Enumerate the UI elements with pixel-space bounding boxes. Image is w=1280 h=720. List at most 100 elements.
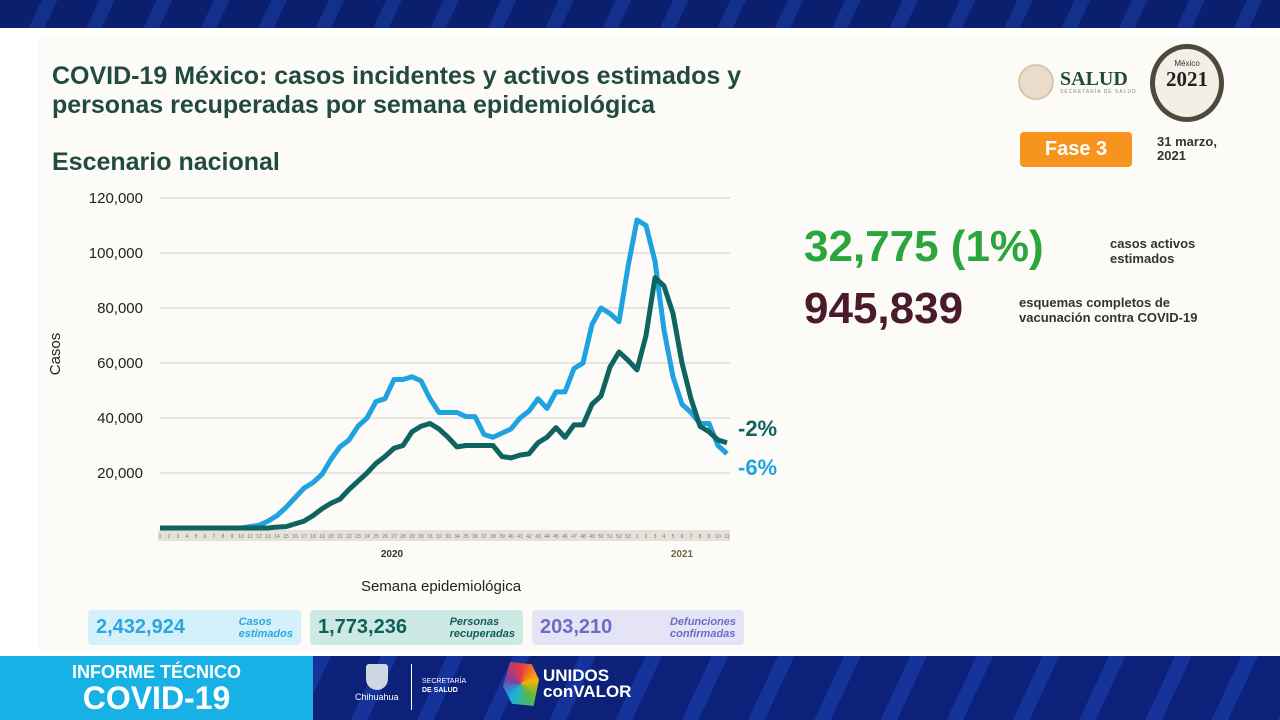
x-tick-label: 1: [159, 534, 162, 540]
x-tick-label: 34: [454, 534, 460, 540]
series-end-label: -6%: [738, 455, 777, 480]
secretaria-line-1: SECRETARÍA: [422, 678, 467, 685]
y-tick-label: 100,000: [89, 245, 143, 262]
active-label-1: casos activos: [1110, 236, 1196, 251]
divider: [411, 664, 412, 710]
summary-label: Defunciones confirmadas: [670, 616, 736, 640]
x-tick-label: 48: [580, 534, 586, 540]
national-seal-icon: [1018, 64, 1054, 100]
summary-label: Personas recuperadas: [450, 616, 515, 640]
secretaria-salud-text: SECRETARÍA DE SALUD: [422, 677, 466, 695]
x-tick-label: 7: [213, 534, 216, 540]
x-tick-label: 18: [310, 534, 316, 540]
summary-label-1: Casos: [238, 615, 272, 628]
summary-box: 203,210 Defunciones confirmadas: [532, 610, 744, 645]
series-line-0: [160, 217, 729, 531]
x-tick-label: 2: [168, 534, 171, 540]
x-tick-label: 37: [481, 534, 487, 540]
x-tick-label: 50: [598, 534, 604, 540]
y-tick-label: 40,000: [97, 410, 143, 427]
x-tick-label: 5: [672, 534, 675, 540]
year-label-2021: 2021: [671, 549, 694, 560]
x-tick-label: 32: [436, 534, 442, 540]
series-line-1: [160, 275, 728, 531]
x-tick-label: 15: [283, 534, 289, 540]
x-tick-label: 6: [204, 534, 207, 540]
x-tick-label: 10: [238, 534, 244, 540]
x-tick-label: 23: [355, 534, 361, 540]
summary-label-2: recuperadas: [449, 627, 515, 640]
date-line-2: 2021: [1157, 148, 1186, 163]
x-tick-label: 4: [186, 534, 189, 540]
title-line-2: personas recuperadas por semana epidemio…: [52, 91, 656, 119]
x-tick-label: 52: [616, 534, 622, 540]
y-tick-label: 120,000: [89, 190, 143, 207]
x-tick-label: 29: [409, 534, 415, 540]
summary-label-1: Defunciones: [669, 615, 736, 628]
unidos-con-valor-logo: UNIDOS conVALOR: [503, 662, 631, 706]
x-tick-label: 31: [427, 534, 433, 540]
informe-line-1: INFORME TÉCNICO: [72, 662, 241, 682]
logo-2021-top: México: [1174, 59, 1200, 68]
active-cases-label: casos activos estimados: [1110, 236, 1195, 266]
x-tick-label: 24: [364, 534, 370, 540]
summary-box: 1,773,236 Personas recuperadas: [310, 610, 523, 645]
summary-value: 1,773,236: [318, 616, 407, 638]
x-tick-label: 45: [553, 534, 559, 540]
x-tick-label: 12: [256, 534, 262, 540]
x-tick-label: 41: [517, 534, 523, 540]
x-tick-label: 53: [625, 534, 631, 540]
y-tick-label: 60,000: [97, 355, 143, 372]
x-tick-label: 40: [508, 534, 514, 540]
x-tick-label: 6: [681, 534, 684, 540]
salud-logo-text: SALUD: [1060, 68, 1128, 90]
x-tick-label: 3: [654, 534, 657, 540]
x-tick-label: 5: [195, 534, 198, 540]
vaccine-value: 945,839: [804, 284, 964, 333]
x-tick-label: 21: [337, 534, 343, 540]
x-tick-label: 2: [645, 534, 648, 540]
informe-line-2: COVID-19: [82, 680, 231, 716]
summary-label-1: Personas: [449, 615, 500, 628]
vaccine-label-1: esquemas completos de: [1019, 295, 1170, 310]
subtitle: Escenario nacional: [52, 148, 280, 176]
x-tick-label: 13: [265, 534, 271, 540]
summary-box: 2,432,924 Casos estimados: [88, 610, 301, 645]
x-tick-label: 8: [699, 534, 702, 540]
x-tick-label: 44: [544, 534, 550, 540]
x-tick-label: 36: [472, 534, 478, 540]
x-tick-label: 39: [499, 534, 505, 540]
x-tick-label: 22: [346, 534, 352, 540]
vaccine-label-2: vacunación contra COVID-19: [1019, 310, 1198, 325]
x-tick-label: 11: [724, 534, 729, 540]
phase-badge: Fase 3: [1020, 132, 1132, 167]
x-tick-label: 10: [715, 534, 721, 540]
x-tick-label: 9: [231, 534, 234, 540]
y-axis-label: Casos: [47, 333, 64, 376]
x-tick-label: 1: [636, 534, 639, 540]
x-tick-label: 17: [301, 534, 307, 540]
unidos-line-1: UNIDOS: [543, 666, 610, 685]
date-line-1: 31 marzo,: [1157, 134, 1217, 149]
chihuahua-map-icon: [503, 662, 539, 706]
salud-logo: SALUD SECRETARÍA DE SALUD: [1018, 64, 1137, 100]
page-title: COVID-19 México: casos incidentes y acti…: [52, 62, 741, 120]
year-label-2020: 2020: [381, 549, 404, 560]
x-tick-label: 30: [418, 534, 424, 540]
x-tick-label: 51: [607, 534, 613, 540]
title-line-1: COVID-19 México: casos incidentes y acti…: [52, 62, 742, 90]
x-tick-label: 33: [445, 534, 451, 540]
x-tick-label: 8: [222, 534, 225, 540]
x-tick-label: 35: [463, 534, 469, 540]
x-tick-label: 26: [382, 534, 388, 540]
x-tick-label: 47: [571, 534, 577, 540]
vaccine-label: esquemas completos de vacunación contra C…: [1019, 295, 1197, 325]
chihuahua-logo: Chihuahua: [355, 664, 399, 702]
x-tick-label: 42: [526, 534, 532, 540]
x-tick-label: 43: [535, 534, 541, 540]
x-tick-label: 19: [319, 534, 325, 540]
x-tick-label: 25: [373, 534, 379, 540]
logo-2021-year: 2021: [1166, 67, 1208, 91]
y-tick-label: 80,000: [97, 300, 143, 317]
